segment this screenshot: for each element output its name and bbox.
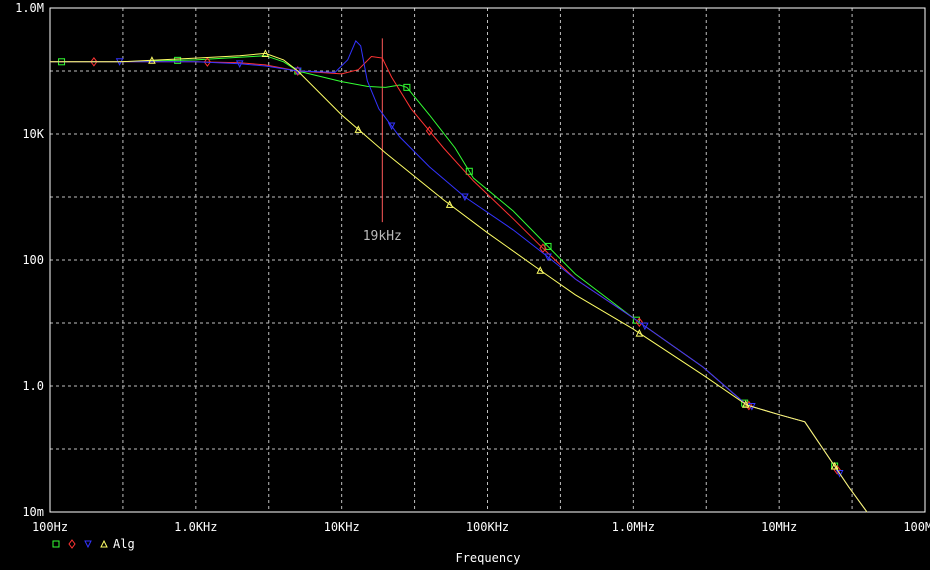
series-point-marker [632,316,640,324]
x-tick-labels: 100Hz 1.0KHz 10KHz 100KHz 1.0MHz 10MHz 100MHz [32,520,930,534]
series-point-marker [387,122,396,131]
x-axis-label: Frequency [455,551,520,565]
series-point-marker [544,253,552,262]
series-point-marker [641,322,649,331]
series-point-marker [461,193,469,202]
series-point-marker [174,56,182,64]
x-tick-label: 10KHz [324,520,360,534]
legend-marker [100,539,108,548]
x-tick-label: 100KHz [466,520,509,534]
series-point-marker [90,56,98,67]
series-point-marker [293,67,302,76]
series-point-marker [536,266,545,274]
legend-marker [68,539,76,549]
series-point-marker [354,125,363,133]
y-tick-label: 10K [22,127,44,141]
series-point-marker [465,167,473,175]
series-point-marker [203,57,212,67]
series-point-marker [635,328,644,337]
series-point-marker [148,56,156,64]
series-point-marker [261,49,270,57]
legend-markers [52,539,108,549]
y-tick-label: 1.0 [22,379,44,393]
series-point-marker [235,60,244,68]
x-tick-label: 10MHz [761,520,797,534]
x-tick-label: 100MHz [903,520,930,534]
x-tick-label: 100Hz [32,520,68,534]
series-point-marker [830,461,839,470]
plot-frame [49,7,926,513]
legend-marker [84,540,92,549]
series-point-marker [425,126,434,136]
legend-label: Alg [113,537,135,551]
y-tick-labels: 10m 1.0 100 10K 1.0M [15,1,45,519]
series-point-marker [539,243,547,254]
x-tick-label: 1.0MHz [612,520,655,534]
series-point-marker [741,400,750,408]
legend-marker [52,540,60,548]
cursor-annotation: 19kHz [363,38,402,244]
cursor-label: 19kHz [363,229,402,244]
y-tick-label: 10m [22,505,44,519]
y-tick-label: 100 [22,253,44,267]
series-point-marker [445,200,454,208]
legend: Alg [52,537,135,551]
series-group [50,40,868,513]
series-point-marker [403,83,411,91]
x-tick-label: 1.0KHz [174,520,217,534]
series-point-marker [835,470,844,478]
series-line [50,52,868,513]
y-tick-label: 1.0M [15,1,44,15]
series-4 [50,49,868,513]
series-point-marker [833,465,841,475]
